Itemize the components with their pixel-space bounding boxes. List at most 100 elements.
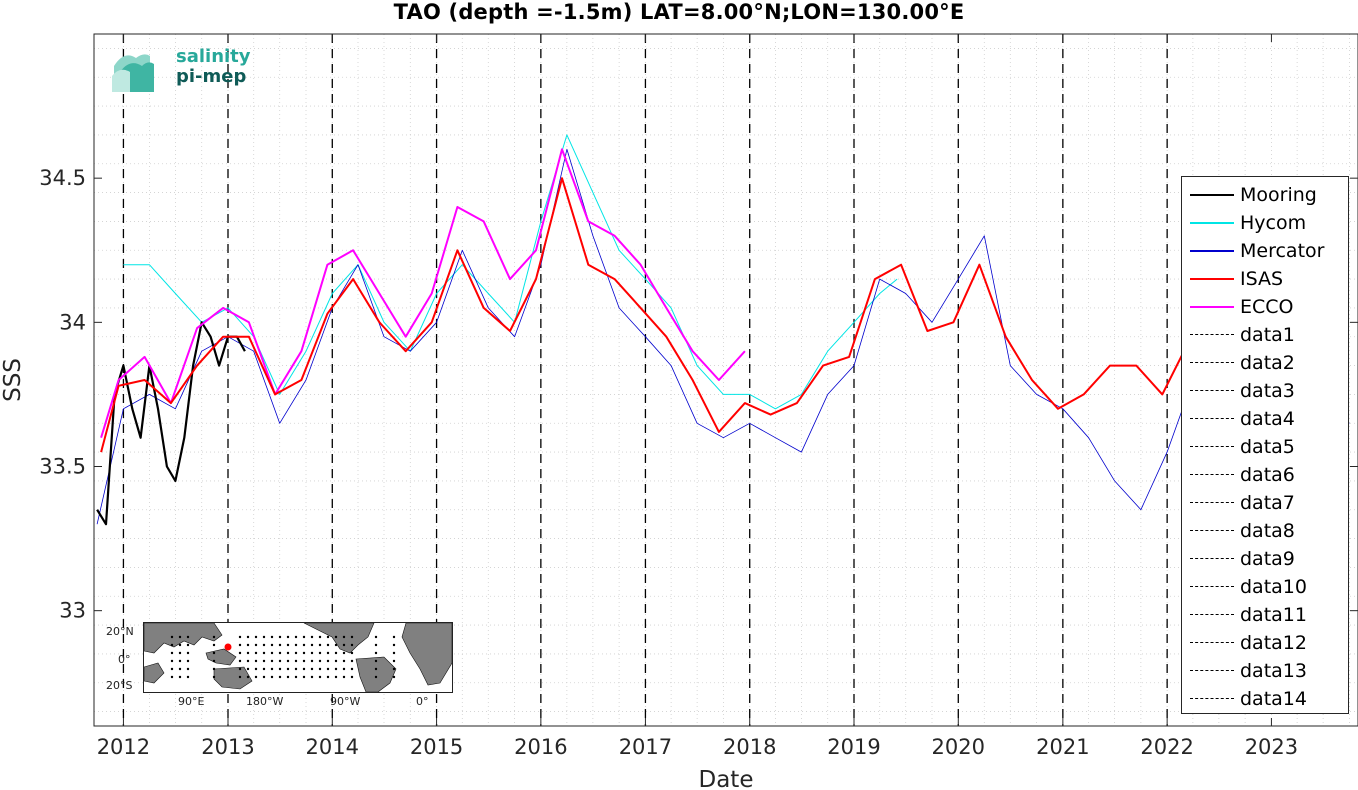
legend-item-ecco: ECCO <box>1182 293 1348 321</box>
legend-swatch <box>1190 334 1234 335</box>
mooring-dot <box>238 675 242 679</box>
legend-item-data6: data6 <box>1182 461 1348 489</box>
reference-lines <box>122 34 1168 726</box>
mooring-dot <box>318 635 322 639</box>
mooring-dot <box>318 675 322 679</box>
mooring-dot <box>374 675 378 679</box>
inset-lat-label-south: 20°S <box>106 679 133 692</box>
legend-swatch <box>1190 390 1234 391</box>
legend-swatch <box>1190 278 1234 280</box>
logo-text-pi-mep: pi-mep <box>176 66 247 87</box>
station-location-marker <box>224 643 232 651</box>
x-tick-label: 2012 <box>97 735 150 759</box>
legend-swatch <box>1190 362 1234 363</box>
mooring-dot <box>178 651 182 655</box>
mooring-dot <box>310 659 314 663</box>
mooring-dot <box>374 659 378 663</box>
mooring-dot <box>246 651 250 655</box>
legend-swatch <box>1190 446 1234 447</box>
mooring-dot <box>186 651 190 655</box>
mooring-dot <box>392 675 396 679</box>
mooring-dot <box>278 675 282 679</box>
legend-item-data10: data10 <box>1182 573 1348 601</box>
x-tick-label: 2021 <box>1036 735 1089 759</box>
mooring-dot <box>246 643 250 647</box>
mooring-dot <box>326 635 330 639</box>
mooring-dot <box>392 651 396 655</box>
mooring-dot <box>278 659 282 663</box>
legend-label: ISAS <box>1240 268 1284 290</box>
mooring-dot <box>212 651 216 655</box>
mooring-dot <box>178 635 182 639</box>
legend-swatch <box>1190 474 1234 475</box>
legend-item-data2: data2 <box>1182 349 1348 377</box>
legend-swatch <box>1190 306 1234 308</box>
legend-label: data3 <box>1240 380 1295 402</box>
mooring-dot <box>178 643 182 647</box>
legend-swatch <box>1190 558 1234 559</box>
legend-label: data9 <box>1240 548 1295 570</box>
salinity-pi-mep-logo: salinity pi-mep <box>110 46 251 94</box>
x-tick-label: 2022 <box>1140 735 1193 759</box>
mooring-dot <box>286 667 290 671</box>
mooring-dot <box>334 667 338 671</box>
mooring-dot <box>294 659 298 663</box>
x-tick-label: 2023 <box>1245 735 1298 759</box>
mooring-dot <box>212 635 216 639</box>
series-line-ecco <box>100 148 746 438</box>
mooring-dot <box>294 675 298 679</box>
mooring-dot <box>392 643 396 647</box>
mooring-dot <box>238 667 242 671</box>
mooring-array-dots <box>170 635 396 679</box>
mooring-dot <box>342 643 346 647</box>
mooring-dot <box>254 643 258 647</box>
series-line-mercator <box>96 148 1350 525</box>
legend-swatch <box>1190 502 1234 503</box>
y-tick-label: 33 <box>59 599 86 623</box>
x-tick-label: 2013 <box>201 735 254 759</box>
mooring-dot <box>310 635 314 639</box>
legend-swatch <box>1190 642 1234 643</box>
legend-label: data8 <box>1240 520 1295 542</box>
mooring-dot <box>294 643 298 647</box>
mooring-dot <box>178 667 182 671</box>
mooring-dot <box>186 675 190 679</box>
mooring-dot <box>238 651 242 655</box>
mooring-dot <box>318 667 322 671</box>
legend-item-isas: ISAS <box>1182 265 1348 293</box>
mooring-dot <box>342 675 346 679</box>
mooring-dot <box>350 651 354 655</box>
legend-item-data3: data3 <box>1182 377 1348 405</box>
mooring-dot <box>294 651 298 655</box>
mooring-dot <box>310 643 314 647</box>
mooring-dot <box>212 675 216 679</box>
mooring-dot <box>350 635 354 639</box>
x-tick-label: 2014 <box>306 735 359 759</box>
mooring-dot <box>318 643 322 647</box>
mooring-dot <box>392 667 396 671</box>
series-line-isas <box>100 177 1185 453</box>
mooring-dot <box>302 643 306 647</box>
mooring-dot <box>170 651 174 655</box>
x-tick-label: 2020 <box>932 735 985 759</box>
mooring-dot <box>254 667 258 671</box>
mooring-dot <box>212 659 216 663</box>
mooring-dot <box>286 659 290 663</box>
legend-item-hycom: Hycom <box>1182 209 1348 237</box>
mooring-dot <box>318 659 322 663</box>
mooring-dot <box>254 651 258 655</box>
mooring-dot <box>178 659 182 663</box>
mooring-dot <box>246 659 250 663</box>
inset-lon-label-90w: 90°W <box>330 695 361 708</box>
legend-label: data10 <box>1240 576 1307 598</box>
x-tick-label: 2015 <box>410 735 463 759</box>
legend-item-data13: data13 <box>1182 657 1348 685</box>
legend-swatch <box>1190 670 1234 671</box>
y-axis: 33 33.5 34 34.5 <box>39 166 1358 623</box>
mooring-dot <box>278 667 282 671</box>
mooring-dot <box>278 635 282 639</box>
mooring-dot <box>186 659 190 663</box>
mooring-dot <box>342 651 346 655</box>
inset-map-svg <box>143 622 453 693</box>
mooring-dot <box>270 675 274 679</box>
